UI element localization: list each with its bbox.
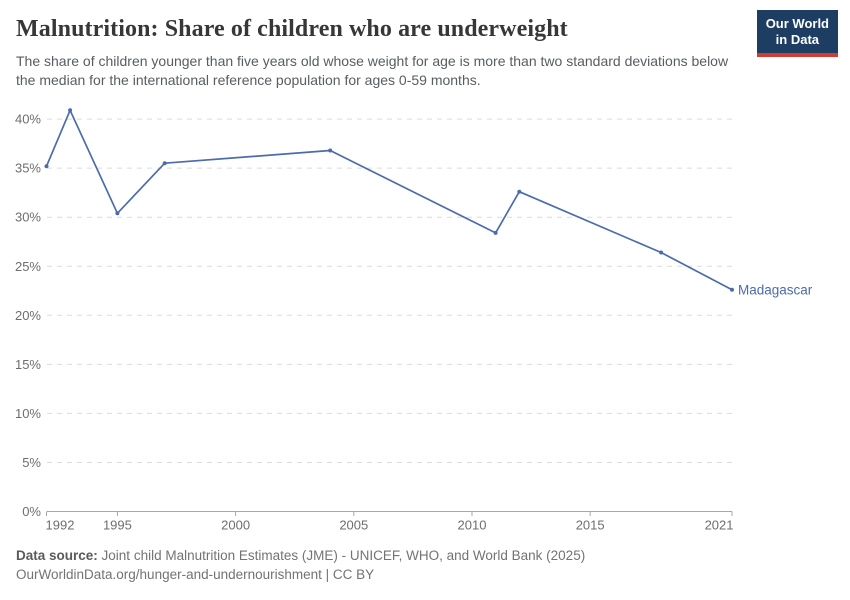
- data-point[interactable]: [517, 189, 522, 194]
- x-axis-label: 1995: [103, 518, 132, 533]
- x-axis-label: 2010: [458, 518, 487, 533]
- series-label[interactable]: Madagascar: [738, 282, 813, 297]
- data-point[interactable]: [328, 148, 333, 153]
- x-axis-label: 1992: [46, 518, 75, 533]
- y-axis-label: 20%: [15, 308, 41, 323]
- y-axis-label: 25%: [15, 259, 41, 274]
- owid-logo-line2: in Data: [775, 32, 820, 47]
- y-axis-label: 5%: [22, 455, 41, 470]
- y-axis-label: 40%: [15, 112, 41, 127]
- trend-line[interactable]: [45, 109, 733, 291]
- data-source-line: Data source: Joint child Malnutrition Es…: [16, 546, 585, 565]
- y-axis-label: 10%: [15, 406, 41, 421]
- y-axis-label: 15%: [15, 357, 41, 372]
- data-point[interactable]: [68, 108, 73, 113]
- y-axis-label: 35%: [15, 161, 41, 176]
- x-axis-label: 2021: [705, 518, 734, 533]
- y-axis-label: 30%: [15, 210, 41, 225]
- x-axis-label: 2015: [576, 518, 605, 533]
- data-point[interactable]: [659, 250, 664, 255]
- chart-footer: Data source: Joint child Malnutrition Es…: [16, 546, 585, 584]
- owid-logo[interactable]: Our World in Data: [756, 10, 838, 57]
- owid-logo-line1: Our World: [765, 16, 829, 31]
- data-point[interactable]: [730, 287, 734, 292]
- data-point[interactable]: [493, 230, 498, 235]
- data-point[interactable]: [115, 211, 120, 216]
- page-title: Malnutrition: Share of children who are …: [16, 16, 568, 42]
- data-point[interactable]: [44, 164, 49, 169]
- data-point[interactable]: [162, 161, 167, 166]
- y-axis-label: 0%: [22, 504, 41, 519]
- license-line[interactable]: OurWorldinData.org/hunger-and-undernouri…: [16, 567, 375, 582]
- x-axis-label: 2000: [221, 518, 250, 533]
- data-source-text: Joint child Malnutrition Estimates (JME)…: [101, 548, 586, 563]
- x-axis-label: 2005: [339, 518, 368, 533]
- chart-subtitle: The share of children younger than five …: [16, 53, 729, 88]
- line-chart[interactable]: 0% 5% 10% 15% 20% 25% 30% 35% 40% 1992 1995 2000 200…: [0, 0, 850, 540]
- data-source-label: Data source:: [16, 548, 98, 563]
